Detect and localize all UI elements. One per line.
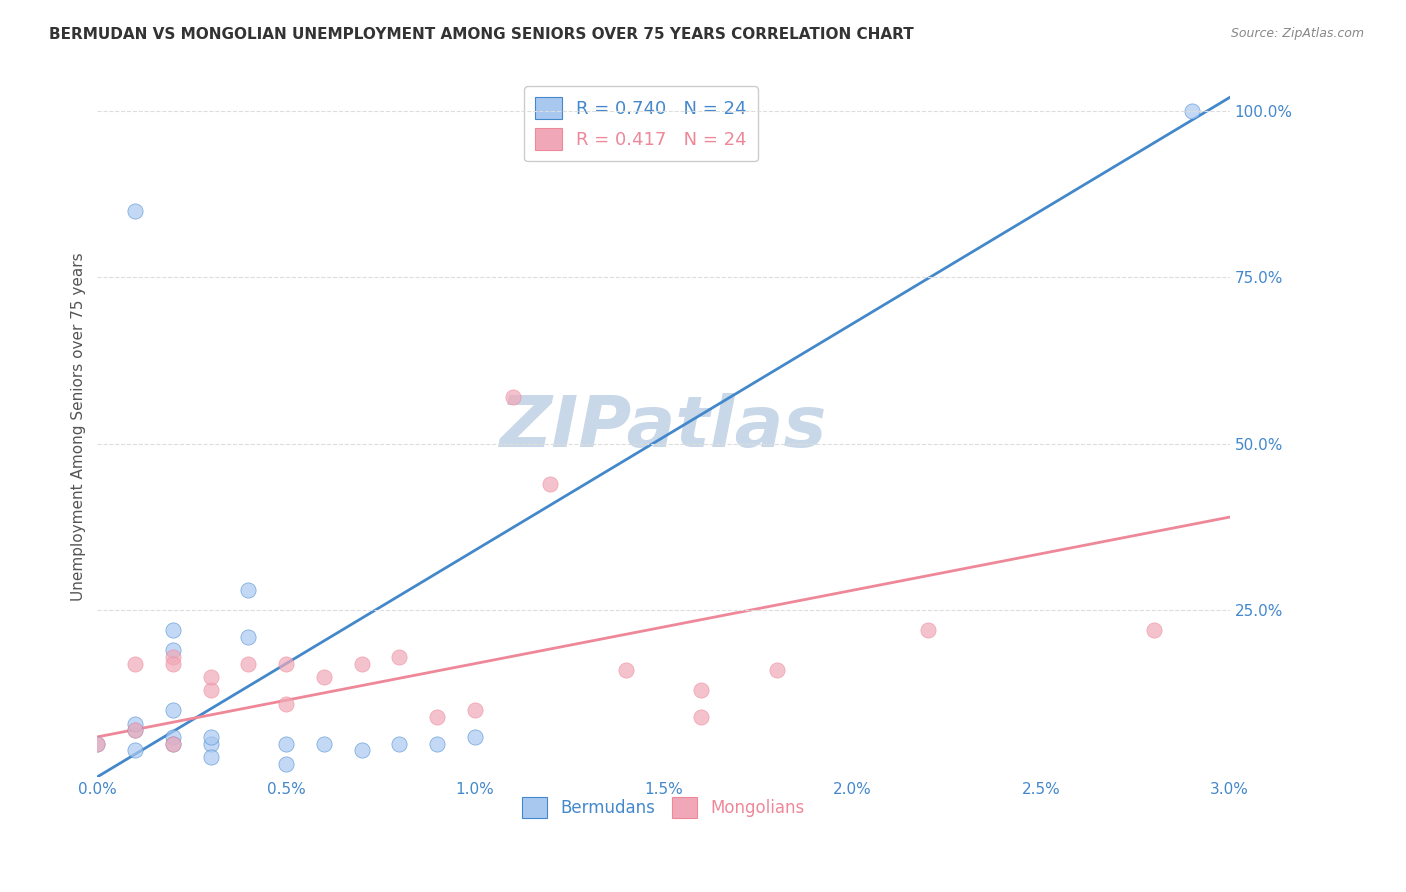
- Point: [312, 737, 335, 751]
- Point: [765, 663, 787, 677]
- Point: [124, 723, 146, 738]
- Point: [917, 624, 939, 638]
- Point: [124, 657, 146, 671]
- Point: [162, 737, 184, 751]
- Point: [238, 583, 260, 598]
- Point: [350, 743, 373, 757]
- Point: [86, 737, 108, 751]
- Y-axis label: Unemployment Among Seniors over 75 years: Unemployment Among Seniors over 75 years: [72, 252, 86, 601]
- Point: [200, 683, 222, 698]
- Point: [274, 756, 297, 771]
- Point: [124, 743, 146, 757]
- Text: Source: ZipAtlas.com: Source: ZipAtlas.com: [1230, 27, 1364, 40]
- Point: [388, 737, 411, 751]
- Legend: Bermudans, Mongolians: Bermudans, Mongolians: [516, 791, 811, 824]
- Point: [200, 730, 222, 744]
- Point: [162, 657, 184, 671]
- Point: [274, 697, 297, 711]
- Point: [86, 737, 108, 751]
- Point: [162, 730, 184, 744]
- Point: [162, 737, 184, 751]
- Point: [426, 710, 449, 724]
- Point: [538, 476, 561, 491]
- Point: [124, 723, 146, 738]
- Point: [200, 737, 222, 751]
- Point: [274, 657, 297, 671]
- Point: [1143, 624, 1166, 638]
- Point: [238, 630, 260, 644]
- Point: [124, 203, 146, 218]
- Point: [274, 737, 297, 751]
- Point: [1181, 103, 1204, 118]
- Point: [124, 716, 146, 731]
- Point: [312, 670, 335, 684]
- Point: [350, 657, 373, 671]
- Point: [502, 390, 524, 404]
- Point: [614, 663, 637, 677]
- Point: [426, 737, 449, 751]
- Point: [464, 703, 486, 717]
- Point: [200, 750, 222, 764]
- Point: [690, 136, 713, 151]
- Point: [162, 624, 184, 638]
- Point: [388, 650, 411, 665]
- Text: BERMUDAN VS MONGOLIAN UNEMPLOYMENT AMONG SENIORS OVER 75 YEARS CORRELATION CHART: BERMUDAN VS MONGOLIAN UNEMPLOYMENT AMONG…: [49, 27, 914, 42]
- Point: [162, 643, 184, 657]
- Text: ZIPatlas: ZIPatlas: [501, 392, 827, 462]
- Point: [200, 670, 222, 684]
- Point: [238, 657, 260, 671]
- Point: [464, 730, 486, 744]
- Point: [162, 703, 184, 717]
- Point: [162, 650, 184, 665]
- Point: [690, 710, 713, 724]
- Point: [690, 683, 713, 698]
